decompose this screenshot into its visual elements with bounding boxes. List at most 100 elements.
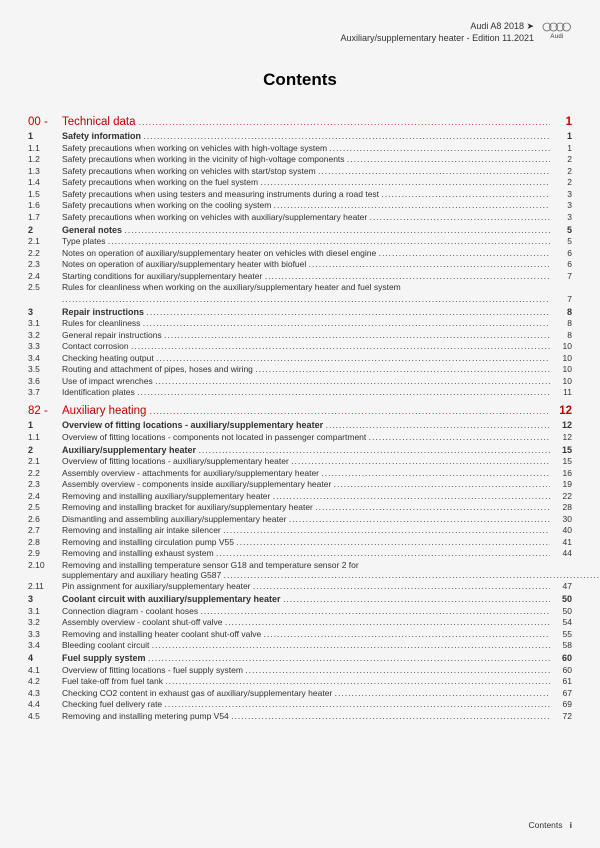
leader-dots — [253, 581, 550, 591]
subsection-title: Assembly overview - attachments for auxi… — [62, 468, 321, 478]
subsection-row: 3.4Checking heating output 10 — [28, 353, 572, 363]
subsection-number: 4.5 — [28, 711, 62, 721]
leader-dots — [143, 318, 550, 328]
page-footer: Contents i — [529, 820, 573, 830]
chapter-title: Auxiliary heating — [62, 405, 150, 417]
section-row: 3Coolant circuit with auxiliary/suppleme… — [28, 594, 572, 604]
subsection-page: 8 — [550, 318, 572, 328]
leader-dots — [334, 479, 550, 489]
subsection-title: Assembly overview - coolant shut-off val… — [62, 617, 225, 627]
section-number: 1 — [28, 420, 62, 430]
subsection-title: Type plates — [62, 236, 108, 246]
subsection-page: 15 — [550, 456, 572, 466]
subsection-title-cont: supplementary and auxiliary heating G587 — [62, 570, 224, 580]
leader-dots — [370, 212, 550, 222]
subsection-title: Safety precautions when working on vehic… — [62, 212, 370, 222]
leader-dots — [274, 200, 550, 210]
subsection-title: Notes on operation of auxiliary/suppleme… — [62, 259, 309, 269]
subsection-page: 19 — [550, 479, 572, 489]
subsection-number: 3.4 — [28, 640, 62, 650]
subsection-row: 1.5Safety precautions when using testers… — [28, 189, 572, 199]
subsection-number: 1.7 — [28, 212, 62, 222]
subsection-row: 1.1Overview of fitting locations - compo… — [28, 432, 572, 442]
subsection-page: 5 — [550, 236, 572, 246]
subsection-page: 10 — [550, 364, 572, 374]
subsection-title: Removing and installing heater coolant s… — [62, 629, 264, 639]
section-number: 4 — [28, 653, 62, 663]
chapter-number: 82 - — [28, 405, 62, 417]
leader-dots — [156, 353, 550, 363]
subsection-row: 2.4Removing and installing auxiliary/sup… — [28, 491, 572, 501]
subsection-row: 1.6Safety precautions when working on th… — [28, 200, 572, 210]
subsection-title: Contact corrosion — [62, 341, 131, 351]
leader-dots — [347, 154, 550, 164]
header-text: Audi A8 2018 ➤ Auxiliary/supplementary h… — [341, 20, 534, 44]
leader-dots — [291, 456, 550, 466]
section-title: Fuel supply system — [62, 653, 148, 663]
leader-dots — [147, 307, 550, 317]
subsection-title: Routing and attachment of pipes, hoses a… — [62, 364, 255, 374]
leader-dots — [62, 294, 550, 304]
subsection-number: 1.5 — [28, 189, 62, 199]
header-doc-title: Auxiliary/supplementary heater - Edition… — [341, 32, 534, 44]
chapter-page: 1 — [550, 116, 572, 128]
subsection-number: 2.4 — [28, 271, 62, 281]
subsection-number: 2.10 — [28, 560, 62, 580]
leader-dots — [326, 420, 550, 430]
subsection-row: 3.3Contact corrosion 10 — [28, 341, 572, 351]
leader-dots — [155, 376, 550, 386]
chapter-title: Technical data — [62, 116, 139, 128]
section-number: 3 — [28, 307, 62, 317]
subsection-number: 2.5 — [28, 502, 62, 512]
leader-dots — [264, 629, 550, 639]
subsection-title: Safety precautions when working on the f… — [62, 177, 260, 187]
section-number: 1 — [28, 131, 62, 141]
leader-dots — [148, 653, 550, 663]
subsection-number: 2.3 — [28, 479, 62, 489]
subsection-title: Fuel take-off from fuel tank — [62, 676, 165, 686]
subsection-title: Checking CO2 content in exhaust gas of a… — [62, 688, 335, 698]
subsection-title: Bleeding coolant circuit — [62, 640, 152, 650]
subsection-page: 10 — [550, 376, 572, 386]
subsection-number: 4.1 — [28, 665, 62, 675]
subsection-row: 3.1Connection diagram - coolant hoses 50 — [28, 606, 572, 616]
subsection-number: 2.1 — [28, 236, 62, 246]
subsection-number: 2.5 — [28, 282, 62, 292]
leader-dots — [223, 525, 550, 535]
footer-page: i — [570, 820, 572, 830]
leader-dots — [216, 548, 550, 558]
subsection-row: 1.1Safety precautions when working on ve… — [28, 143, 572, 153]
subsection-row: 4.3Checking CO2 content in exhaust gas o… — [28, 688, 572, 698]
leader-dots — [369, 432, 550, 442]
leader-dots — [164, 330, 550, 340]
section-title: General notes — [62, 225, 125, 235]
subsection-number: 3.4 — [28, 353, 62, 363]
leader-dots — [165, 699, 550, 709]
subsection-page: 2 — [550, 166, 572, 176]
leader-dots — [379, 248, 550, 258]
subsection-title: Safety precautions when working in the v… — [62, 154, 347, 164]
subsection-row: 2.2Notes on operation of auxiliary/suppl… — [28, 248, 572, 258]
subsection-page: 6 — [550, 259, 572, 269]
leader-dots — [224, 570, 600, 580]
subsection-title: Use of impact wrenches — [62, 376, 155, 386]
section-page: 12 — [550, 420, 572, 430]
section-number: 2 — [28, 225, 62, 235]
subsection-page: 3 — [550, 189, 572, 199]
header-model: Audi A8 2018 ➤ — [341, 20, 534, 32]
section-title: Overview of fitting locations - auxiliar… — [62, 420, 326, 430]
section-page: 50 — [550, 594, 572, 604]
subsection-title: Removing and installing bracket for auxi… — [62, 502, 315, 512]
subsection-page: 1 — [550, 143, 572, 153]
subsection-page: 47 — [550, 581, 572, 591]
subsection-title: Notes on operation of auxiliary/suppleme… — [62, 248, 379, 258]
subsection-page: 8 — [550, 330, 572, 340]
subsection-number: 3.2 — [28, 330, 62, 340]
leader-dots — [315, 502, 550, 512]
subsection-number: 3.1 — [28, 606, 62, 616]
subsection-title: Removing and installing metering pump V5… — [62, 711, 231, 721]
section-number: 2 — [28, 445, 62, 455]
subsection-row: 3.7Identification plates 11 — [28, 387, 572, 397]
leader-dots — [137, 387, 550, 397]
subsection-page: 16 — [550, 468, 572, 478]
